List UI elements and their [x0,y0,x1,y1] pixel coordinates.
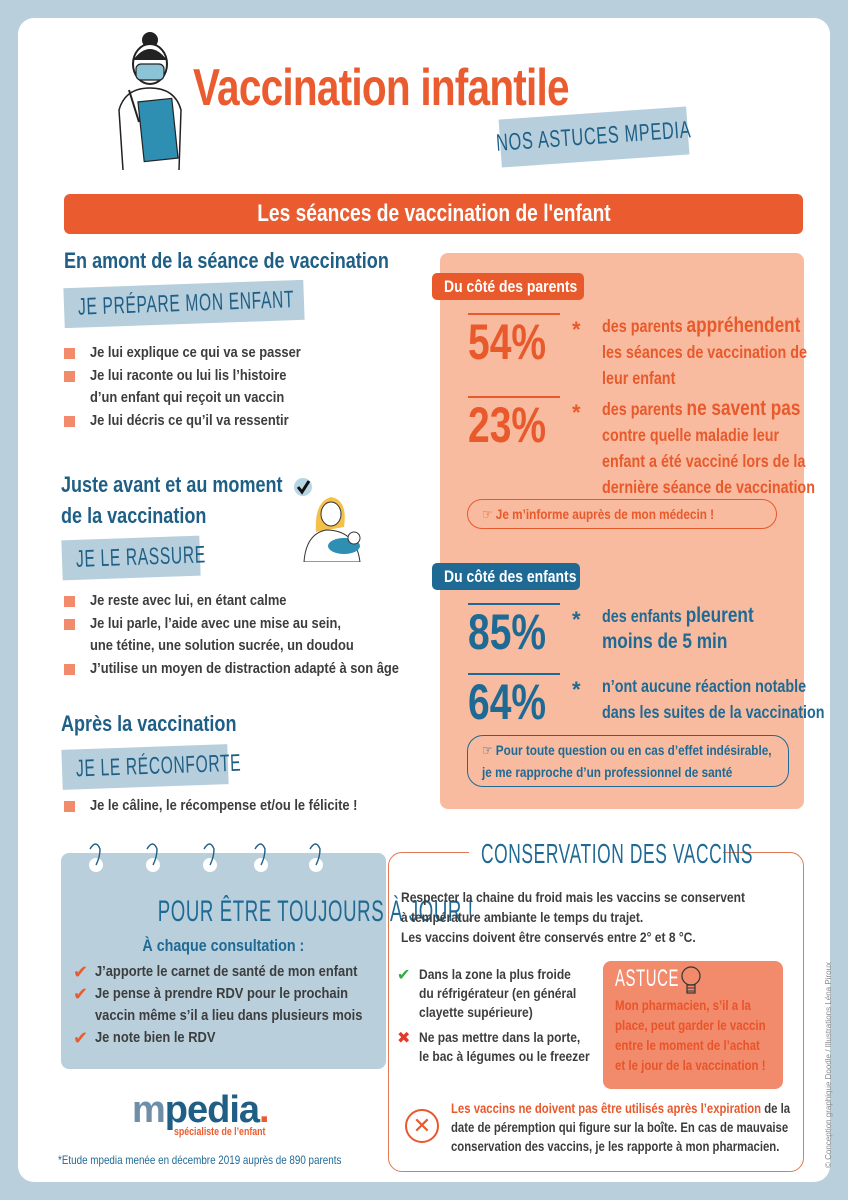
reminder-notebook: POUR ÊTRE TOUJOURS À JOUR ! À chaque con… [61,843,474,1069]
conservation-intro: Respecter la chaine du froid mais les va… [401,889,745,945]
before-list: Je lui explique ce qui va se passer Je l… [64,342,335,432]
do-item: ✔ Dans la zone la plus froide du réfrigé… [397,966,577,1020]
ring-icon [203,843,217,872]
stamp-comfort: JE LE RÉCONFORTE [61,744,242,790]
ring-icon [146,843,160,872]
list-item: ✔ J’apporte le carnet de santé de mon enf… [73,962,358,982]
list-item: Je lui raconte ou lui lis l’histoire d’un… [64,365,335,410]
after-list: Je le câline, le récompense et/ou le fél… [64,795,401,818]
during-list: Je reste avec lui, en étant calme Je lui… [64,590,449,680]
section-heading-after: Après la vaccination [61,711,237,736]
storage-rules: ✔ Dans la zone la plus froide du réfrigé… [397,965,617,1072]
list-item: J’utilise un moyen de distraction adapté… [64,658,449,681]
tip-text: Mon pharmacien, s’il a la place, peut ga… [615,997,766,1073]
tip-box: ASTUCE Mon pharmacien, s’il a la place, … [603,961,783,1089]
design-credit: © Conception graphique Doodle / Illustra… [824,961,833,1168]
no-use-warning-icon: ✕ [405,1109,439,1143]
list-item: Je le câline, le récompense et/ou le fél… [64,795,401,818]
list-item: ✔ Je pense à prendre RDV pour le prochain… [73,984,363,1024]
page-title: Vaccination infantile [193,59,570,117]
parents-hint: ☞ Je m’informe auprès de mon médecin ! [467,499,777,529]
children-hint: ☞ Pour toute question ou en cas d’effet … [467,735,789,787]
mpedia-logo: mpedia. spécialiste de l’enfant [132,1089,270,1138]
notebook-subtitle: À chaque consultation : [142,936,305,955]
list-item: Je lui parle, l’aide avec une mise au se… [64,613,449,658]
check-icon: ✔ [73,1028,89,1048]
section-heading-before: En amont de la séance de vaccination [64,248,389,273]
notebook-checklist: ✔ J’apporte le carnet de santé de mon enf… [73,961,406,1049]
lightbulb-icon [681,966,701,994]
study-footnote: *Etude mpedia menée en décembre 2019 aup… [58,1153,342,1167]
list-item: Je lui explique ce qui va se passer [64,342,335,365]
expiration-warning: Les vaccins ne doivent pas être utilisés… [451,1101,791,1154]
list-item: Je reste avec lui, en étant calme [64,590,449,613]
check-icon: ✔ [397,967,411,984]
stats-panel: Du côté des parents 54% * des parents ap… [432,253,825,809]
conservation-title: CONSERVATION DES VACCINS [469,837,752,871]
stat-children-no-reaction: 64% * n’ont aucune réaction notable dans… [468,673,825,730]
stamp-reassure: JE LE RASSURE [61,535,206,581]
ring-icon [89,843,103,872]
list-item: Je lui décris ce qu’il va ressentir [64,410,335,433]
ring-icon [254,843,268,872]
stamp-prepare: JE PRÉPARE MON ENFANT [63,279,305,329]
conservation-box: CONSERVATION DES VACCINS Respecter la ch… [388,837,804,1172]
children-label: Du côté des enfants [432,563,580,590]
ring-icon [309,843,323,872]
mother-baby-illustration-icon [294,478,361,562]
check-icon: ✔ [73,962,89,982]
section-heading-during: Juste avant et au moment de la vaccinati… [61,472,283,528]
dont-item: ✖ Ne pas mettre dans la porte, le bac à … [397,1029,590,1064]
stat-parents-apprehend: 54% * des parents appréhendent les séanc… [468,313,807,388]
doctor-illustration-icon [118,32,182,170]
tip-title: ASTUCE [615,965,680,992]
section-banner: Les séances de vaccination de l'enfant [64,194,803,234]
list-item: ✔ Je note bien le RDV [73,1028,216,1048]
check-icon: ✔ [73,984,89,1004]
stat-parents-dont-know: 23% * des parents ne savent pas contre q… [468,396,815,497]
stat-children-cry: 85% * des enfants pleurent moins de 5 mi… [468,603,754,660]
notebook-title: POUR ÊTRE TOUJOURS À JOUR ! [157,895,474,928]
cross-icon: ✖ [397,1030,411,1047]
parents-label: Du côté des parents [432,273,584,300]
